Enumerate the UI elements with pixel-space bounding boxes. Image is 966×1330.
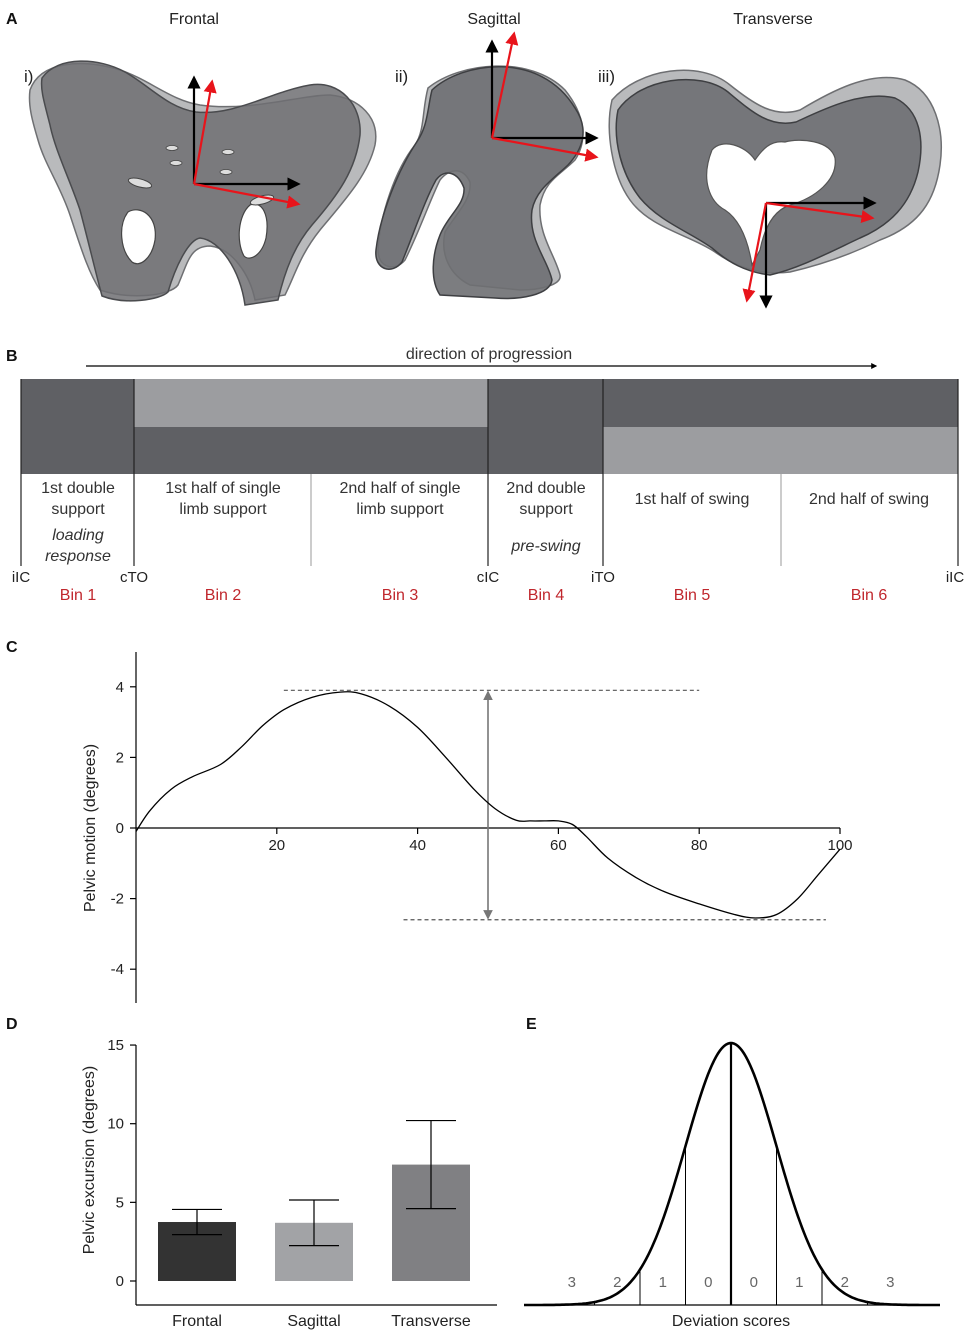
frontal-pelvis-illustration [28,60,377,306]
panel-c-x-ticks: 20 40 60 80 100 [268,828,853,854]
sagittal-pelvis-illustration [375,31,599,300]
phase3-line2: limb support [356,501,444,518]
panel-c-x-tick-label: 80 [691,837,708,854]
bin1-double-support-bar [21,379,134,474]
bin-label-3: Bin 3 [382,587,419,604]
panel-c: C Pelvic motion (degrees) 420-2-4 20 40 60… [6,639,853,1003]
frontal-title: Frontal [169,11,219,28]
bin-label-5: Bin 5 [674,587,711,604]
phase4-line2: support [519,501,573,518]
frontal-rotated-vertical-axis [192,79,217,185]
phase4-line1: 2nd double [506,480,585,497]
phase1-line2: support [51,501,105,518]
panel-b: B direction of progression 1st double su… [6,346,964,604]
panel-e-score-label: 1 [795,1274,803,1291]
panel-c-x-tick-label: 20 [268,837,285,854]
panel-d-y-ticks: 15 10 5 0 [107,1037,136,1290]
panel-c-y-tick-label: 0 [116,820,124,837]
phase1-line1: 1st double [41,480,115,497]
phase3-line1: 2nd half of single [340,480,461,497]
single-support-bottom-bar [134,427,488,474]
panel-d-y-tick-label: 15 [107,1037,124,1054]
event-label-iic-end: iIC [946,569,965,586]
panel-c-y-tick-label: 4 [116,679,124,696]
swing-bottom-bar [603,427,958,474]
phase1-italic2: response [45,548,111,565]
bin-label-4: Bin 4 [528,587,565,604]
swing-top-bar [603,379,958,427]
panel-e-score-label: 1 [659,1274,667,1291]
phase4-italic1: pre-swing [510,538,580,555]
sagittal-rotated-horizontal-axis [491,136,599,162]
panel-c-pelvic-motion-curve [135,691,841,919]
panel-e-score-label: 3 [886,1274,894,1291]
panel-d-category-label-frontal: Frontal [172,1313,222,1330]
phase2-line1: 1st half of single [165,480,281,497]
panel-e-x-axis-label: Deviation scores [672,1313,790,1330]
transverse-rotated-vertical-axis [742,202,768,303]
sagittal-roman-label: ii) [395,67,408,86]
panel-c-x-tick-label: 100 [827,837,852,854]
transverse-rotated-horizontal-axis [765,201,875,224]
panel-c-y-tick-label: -4 [111,961,124,978]
bin-label-1: Bin 1 [60,587,97,604]
panel-d-y-tick-label: 0 [116,1273,124,1290]
panel-e-score-labels: 3 2 1 0 0 1 2 3 [568,1274,895,1291]
event-label-iic-start: iIC [12,569,31,586]
panel-c-letter: C [6,639,18,656]
panel-e-score-label: 0 [750,1274,758,1291]
panel-e-letter: E [526,1016,537,1033]
panel-e-score-label: 2 [613,1274,621,1291]
sagittal-title: Sagittal [467,11,520,28]
panel-d-y-tick-label: 5 [116,1194,124,1211]
transverse-roman-label: iii) [598,67,615,86]
panel-b-letter: B [6,348,18,365]
panel-e-score-label: 2 [841,1274,849,1291]
transverse-pelvis-illustration [608,69,942,309]
sagittal-rotated-vertical-axis [490,31,519,139]
panel-c-x-tick-label: 40 [409,837,426,854]
panel-c-y-tick-label: -2 [111,891,124,908]
panel-e-normal-curve [524,1041,940,1307]
panel-c-y-ticks: 4 2 0 -2 -4 [111,679,136,978]
panel-c-y-tick-label: 2 [116,749,124,766]
panel-d-category-label-sagittal: Sagittal [287,1313,340,1330]
bin-label-6: Bin 6 [851,587,888,604]
panel-d-y-axis-label: Pelvic excursion (degrees) [81,1066,98,1255]
single-support-top-bar [134,379,488,427]
panel-e-score-label: 3 [568,1274,576,1291]
direction-of-progression-label: direction of progression [406,346,572,363]
frontal-rotated-horizontal-axis [193,182,301,209]
panel-c-y-axis-label: Pelvic motion (degrees) [82,744,99,912]
panel-e: E 3 2 1 0 0 1 2 3 Deviation scores [524,1016,940,1330]
phase6-line1: 2nd half of swing [809,491,929,508]
panel-e-deviation-lines [594,1043,868,1305]
event-label-ito: iTO [591,569,615,586]
panel-d-bars: Frontal Sagittal Transverse [158,1119,471,1330]
panel-c-x-tick-label: 60 [550,837,567,854]
panel-d-y-tick-label: 10 [107,1116,124,1133]
event-label-cic: cIC [477,569,500,586]
phase2-line2: limb support [179,501,267,518]
phase1-italic1: loading [52,527,104,544]
frontal-roman-label: i) [24,67,33,86]
event-label-cto: cTO [120,569,148,586]
panel-e-score-label: 0 [704,1274,712,1291]
panel-d-category-label-transverse: Transverse [391,1313,471,1330]
panel-a-letter: A [6,11,18,28]
panel-d: D Pelvic excursion (degrees) 15 10 5 0 Fron… [6,1016,497,1330]
bin4-double-support-bar [488,379,603,474]
phase5-line1: 1st half of swing [635,491,750,508]
panel-d-letter: D [6,1016,18,1033]
panel-a: A Frontal Sagittal Transverse i) ii) iii… [6,11,942,309]
transverse-title: Transverse [733,11,813,28]
bin-label-2: Bin 2 [205,587,242,604]
